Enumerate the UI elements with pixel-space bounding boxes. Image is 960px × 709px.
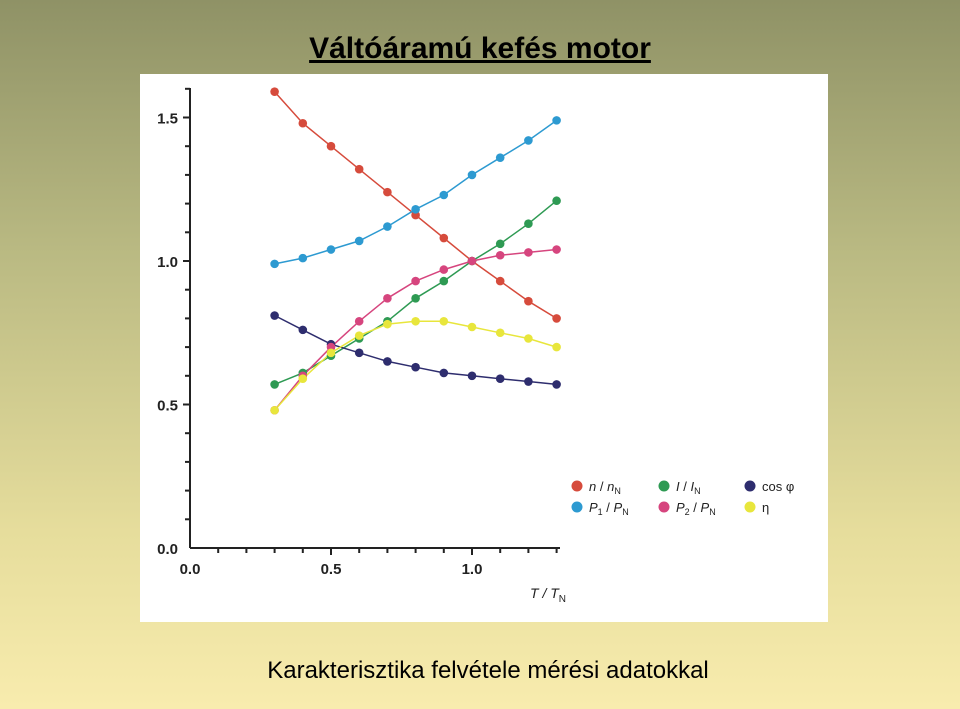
x-tick-label: 1.0 [462,561,483,578]
data-point-n [383,187,392,197]
legend-label-cos: cos φ [762,479,794,494]
legend-label-I: I / IN [676,479,701,496]
data-point-n [270,87,279,96]
data-point-P2 [467,256,477,266]
data-point-P1 [552,116,561,125]
x-tick-label: 0.0 [180,561,201,578]
minor-ticks [183,87,558,555]
legend-label-n: n / nN [589,479,621,496]
y-tick-label: 1.0 [157,254,178,271]
data-point-P1 [383,222,392,231]
legend-label-P1: P1 / PN [589,500,629,517]
data-point-P2 [411,276,420,286]
data-point-eta [552,342,561,352]
data-point-n [439,233,449,243]
caption: Karakterisztika felvétele mérési adatokk… [267,657,709,684]
legend-item-P2: P2 / PN [658,500,716,517]
data-point-cos [495,374,505,383]
data-point-P2 [524,248,533,257]
data-point-eta [524,334,533,343]
data-point-eta [467,322,477,332]
data-point-cos [383,357,392,366]
series-line-cos [274,314,557,386]
data-point-P2 [354,316,364,326]
legend-marker-n [571,480,583,492]
data-point-P1 [439,190,449,200]
chart-panel: 0.0 0.5 1.0 1.5 0.0 0.5 1.0 T / TN n / nN I / … [140,74,828,622]
y-tick-label: 0.0 [157,541,178,558]
data-point-P2 [552,245,561,254]
chart-axes [189,88,560,549]
data-point-eta [383,319,392,329]
data-point-cos [439,368,449,378]
data-point-I [495,239,505,249]
data-point-I [552,196,561,206]
series-lines [274,91,558,411]
data-point-eta [495,328,505,338]
data-point-cos [552,380,561,389]
data-point-eta [411,316,420,326]
data-point-P1 [354,236,364,246]
data-point-eta [298,374,308,383]
series-points [270,87,561,415]
data-point-cos [298,325,308,335]
tick-labels: 0.0 0.5 1.0 1.5 0.0 0.5 1.0 [157,111,482,579]
data-point-cos [524,377,533,386]
x-axis-label: T / TN [530,585,566,605]
legend-item-P1: P1 / PN [571,500,629,517]
y-tick-label: 1.5 [157,111,178,128]
legend-item-eta: η [744,500,769,515]
data-point-eta [270,405,279,415]
data-point-n [354,164,364,174]
data-point-P2 [383,294,392,303]
data-point-n [524,296,533,306]
legend-label-P2: P2 / PN [676,500,716,517]
legend-marker-P2 [658,501,670,513]
data-point-cos [354,348,364,358]
data-point-I [439,276,449,286]
data-point-cos [467,371,477,381]
series-line-P2 [274,248,557,411]
legend-marker-P1 [571,501,583,513]
page-title: Váltóáramú kefés motor [309,32,651,65]
data-point-P1 [495,153,505,162]
legend-item-n: n / nN [571,479,621,496]
data-point-I [270,380,279,389]
data-point-n [326,141,336,151]
data-point-P1 [411,205,420,214]
data-point-P1 [270,259,279,269]
legend-item-cos: cos φ [744,479,794,494]
data-point-P2 [495,250,505,260]
series-line-I [274,200,558,386]
legend: n / nN I / IN cos φ P1 / PN P2 / PN η [571,479,794,517]
data-point-P1 [326,245,336,254]
series-line-P1 [274,119,558,265]
legend-marker-cos [744,480,756,492]
data-point-P1 [524,136,533,145]
data-point-eta [326,348,336,358]
data-point-P2 [439,265,449,274]
data-point-I [524,219,533,228]
data-point-eta [439,316,449,326]
legend-marker-eta [744,501,756,513]
x-tick-label: 0.5 [321,561,342,578]
legend-label-eta: η [762,500,769,515]
y-tick-label: 0.5 [157,398,178,415]
data-point-cos [411,362,420,372]
legend-item-I: I / IN [658,479,701,496]
legend-marker-I [658,480,670,492]
data-point-n [298,118,308,128]
chart: 0.0 0.5 1.0 1.5 0.0 0.5 1.0 T / TN n / nN I / … [157,87,794,605]
data-point-I [411,294,420,303]
data-point-n [552,314,561,323]
data-point-n [495,276,505,286]
data-point-cos [270,311,279,320]
data-point-P1 [298,253,308,263]
data-point-P1 [467,170,477,180]
data-point-eta [354,331,364,340]
